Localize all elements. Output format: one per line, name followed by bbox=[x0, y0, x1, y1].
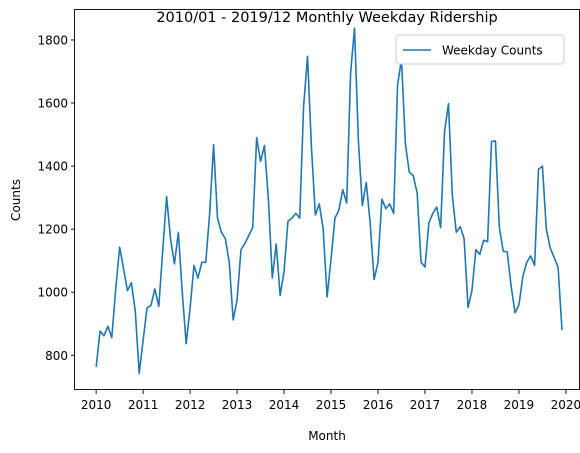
x-tick-label: 2014 bbox=[269, 398, 300, 412]
x-axis: 2010 2011 2012 2013 2014 2015 2016 2017 2018 2019… bbox=[81, 390, 580, 412]
y-axis-label: Counts bbox=[9, 179, 23, 221]
plot-frame bbox=[74, 9, 580, 390]
x-tick-label: 2016 bbox=[363, 398, 394, 412]
y-tick-label: 1400 bbox=[37, 160, 68, 174]
y-tick-label: 1800 bbox=[37, 33, 68, 47]
x-tick-label: 2019 bbox=[504, 398, 535, 412]
legend-box bbox=[395, 34, 565, 65]
x-tick-label: 2020 bbox=[551, 398, 580, 412]
y-tick-label: 1000 bbox=[37, 286, 68, 300]
legend: Weekday Counts bbox=[395, 34, 565, 65]
y-tick-label: 1200 bbox=[37, 223, 68, 237]
x-tick-label: 2015 bbox=[316, 398, 347, 412]
x-tick-label: 2011 bbox=[128, 398, 159, 412]
x-tick-label: 2017 bbox=[410, 398, 441, 412]
x-tick-label: 2018 bbox=[457, 398, 488, 412]
x-tick-label: 2013 bbox=[222, 398, 253, 412]
legend-label: Weekday Counts bbox=[442, 44, 543, 58]
chart-title: 2010/01 - 2019/12 Monthly Weekday Riders… bbox=[156, 10, 497, 26]
y-tick-label: 1600 bbox=[37, 97, 68, 111]
y-axis: 800 1000 1200 1400 1600 1800 bbox=[37, 33, 75, 363]
y-tick-label: 800 bbox=[45, 349, 68, 363]
x-tick-label: 2010 bbox=[81, 398, 112, 412]
x-tick-label: 2012 bbox=[175, 398, 206, 412]
x-axis-label: Month bbox=[308, 429, 346, 443]
series-line-weekday-counts bbox=[95, 27, 563, 375]
